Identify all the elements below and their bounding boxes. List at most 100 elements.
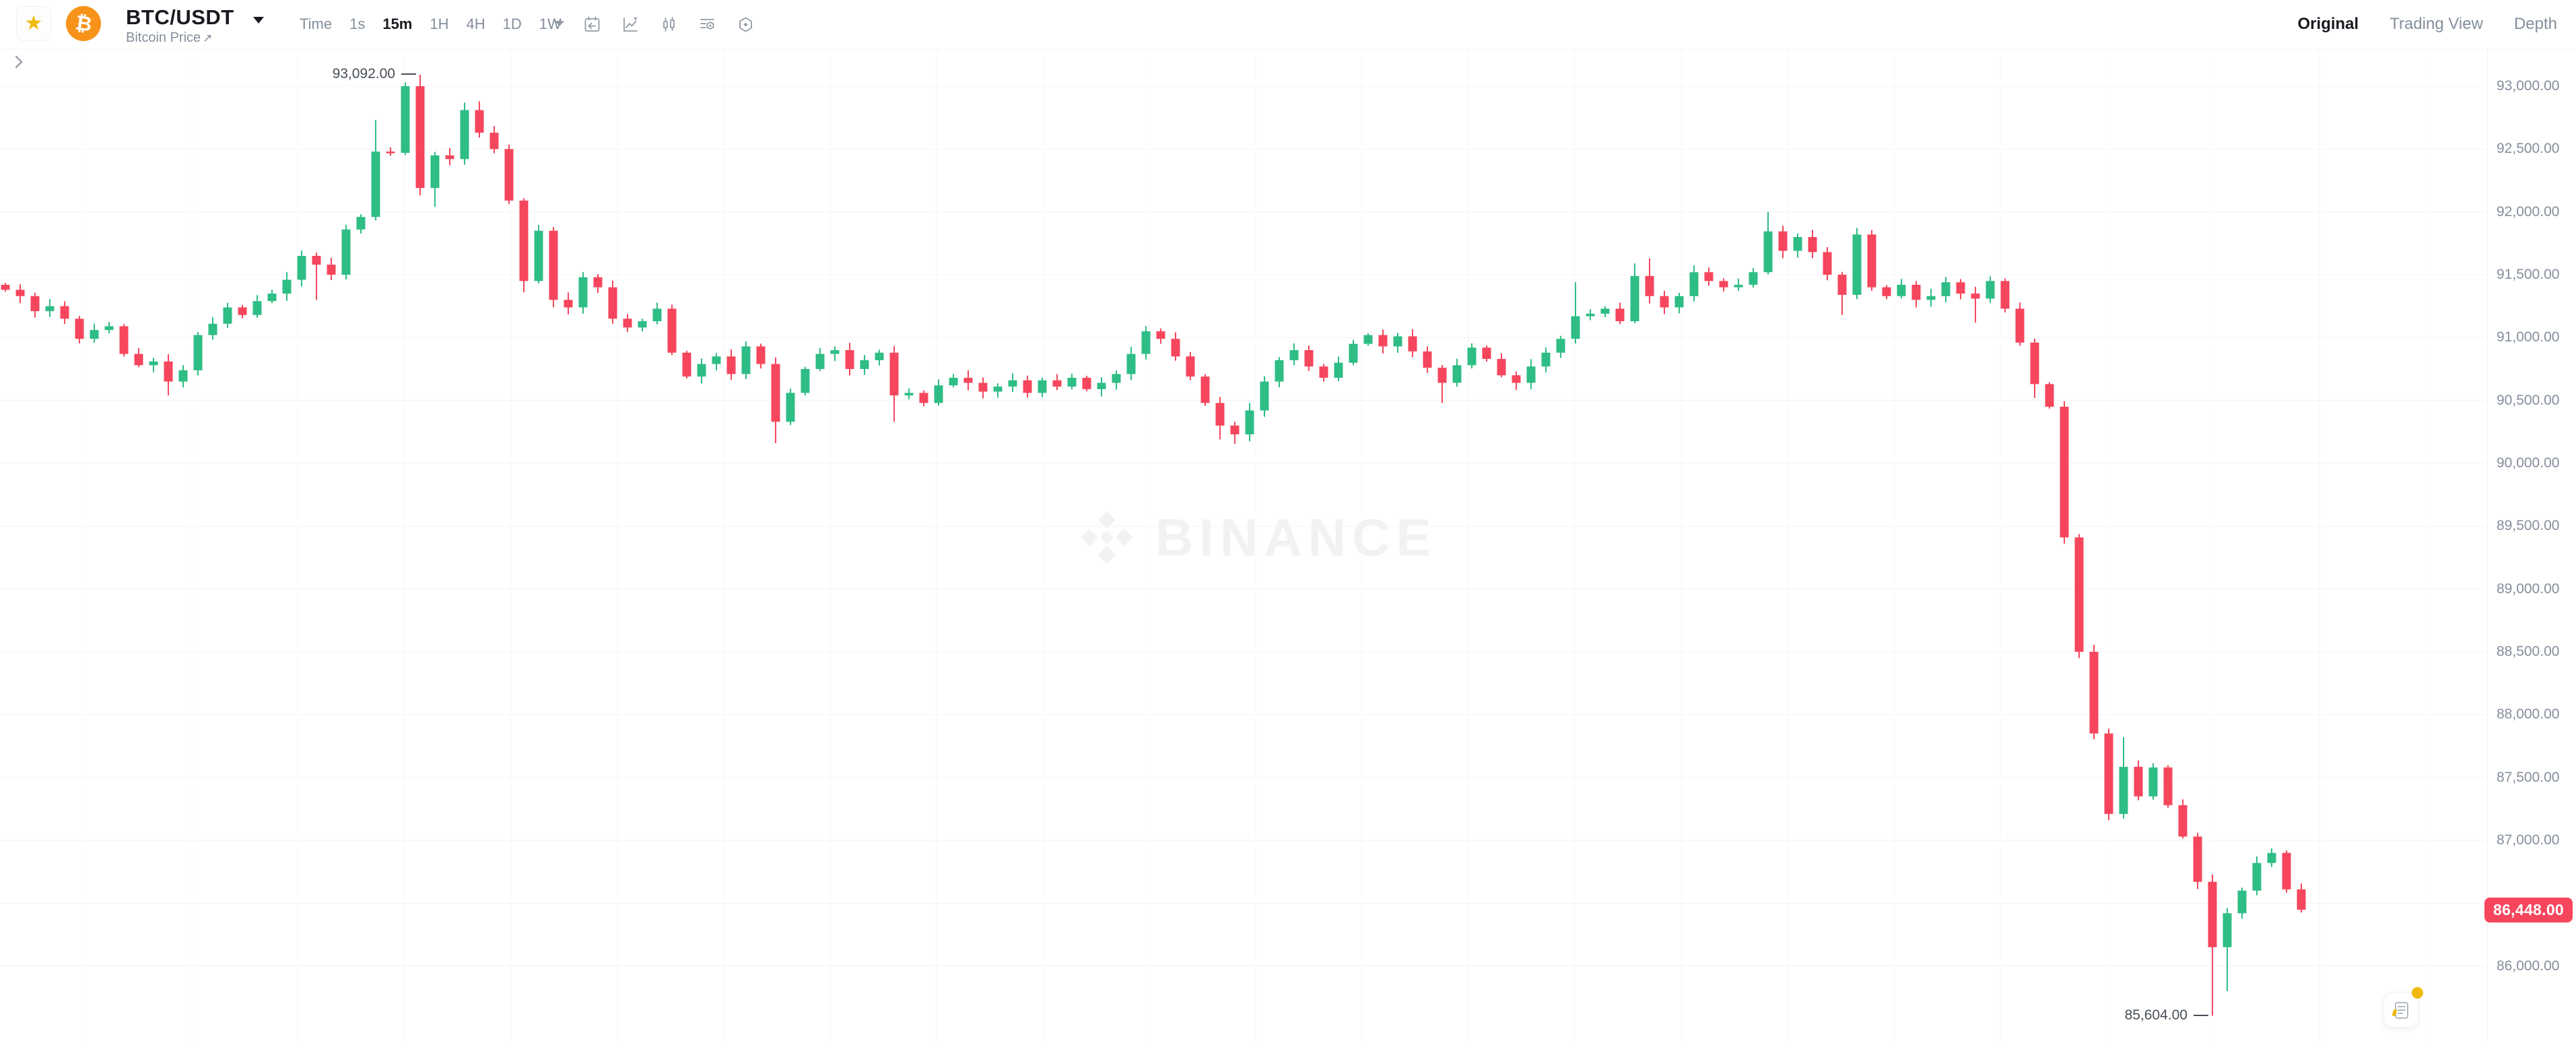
candle-body <box>2282 852 2291 889</box>
candle-body <box>1600 308 1610 314</box>
candle-body <box>460 110 469 160</box>
candle-body <box>1023 380 1032 393</box>
candle-body <box>1615 308 1625 322</box>
view-tab-trading-view[interactable]: Trading View <box>2389 15 2483 33</box>
price-axis-divider <box>2487 48 2488 1041</box>
candle-body <box>2060 406 2069 538</box>
candle-body <box>341 229 351 275</box>
view-tab-original[interactable]: Original <box>2297 15 2359 33</box>
candle-body <box>2223 913 2232 947</box>
axis-tick-label: 86,000.00 <box>2497 958 2560 974</box>
candle-body <box>1245 410 1254 435</box>
candle-settings-icon[interactable] <box>660 15 678 34</box>
news-feed-button[interactable] <box>2383 993 2418 1028</box>
timeframe-4h[interactable]: 4H <box>466 15 485 32</box>
high-label-dash <box>401 73 416 75</box>
candle-body <box>1408 336 1417 351</box>
candle-body <box>1497 359 1506 376</box>
candle-body <box>934 385 943 403</box>
candle-body <box>963 378 973 383</box>
candle-body <box>623 318 632 328</box>
timeframe-tabs: Time 1s 15m 1H 4H 1D 1W <box>300 0 562 48</box>
candlestick-chart <box>0 74 2486 1016</box>
candle-body <box>889 352 899 396</box>
candle-body <box>1704 272 1714 281</box>
candle-body <box>1260 381 1269 411</box>
candle-body <box>1008 380 1017 387</box>
candle-body <box>2015 308 2025 343</box>
axis-tick-label: 88,000.00 <box>2497 706 2560 723</box>
candle-body <box>267 293 277 302</box>
candle-body <box>1719 281 1728 288</box>
candle-body <box>1112 374 1121 383</box>
candle-body <box>2119 766 2128 814</box>
candle-body <box>1230 425 1240 435</box>
axis-tick-label: 92,500.00 <box>2497 141 2560 157</box>
candle-body <box>1171 339 1180 357</box>
subtitle-text: Bitcoin Price <box>126 30 201 45</box>
candle-body <box>786 393 795 422</box>
timeframe-1s[interactable]: 1s <box>349 15 366 32</box>
candle-body <box>1 284 10 290</box>
candle-body <box>371 152 380 217</box>
low-price-text: 85,604.00 <box>2124 1007 2188 1023</box>
calendar-icon[interactable] <box>583 15 601 34</box>
timeframe-1h[interactable]: 1H <box>430 15 449 32</box>
candle-body <box>2045 384 2054 407</box>
badge-icon[interactable] <box>737 15 755 34</box>
indicators-icon[interactable] <box>698 15 716 34</box>
candle-body <box>2104 733 2113 814</box>
candle-body <box>697 364 706 377</box>
timeframe-1d[interactable]: 1D <box>502 15 522 32</box>
candle-body <box>682 352 691 377</box>
candle-body <box>771 364 780 422</box>
candle-body <box>312 255 321 265</box>
candle-body <box>401 86 410 153</box>
candle-body <box>815 354 825 369</box>
view-tab-depth[interactable]: Depth <box>2513 15 2557 33</box>
candle-body <box>1067 378 1077 387</box>
chart-style-icon[interactable] <box>621 15 640 34</box>
candle-body <box>2267 852 2276 863</box>
axis-tick-label: 87,500.00 <box>2497 769 2560 785</box>
candle-body <box>667 308 677 353</box>
candle-body <box>1526 366 1536 383</box>
candle-body <box>223 307 232 324</box>
candle-body <box>1986 281 1995 299</box>
candle-body <box>1038 380 1047 393</box>
candle-body <box>2193 836 2202 882</box>
candle-body <box>1393 336 1402 347</box>
candle-body <box>208 323 217 335</box>
candle-body <box>1674 296 1684 308</box>
timeframe-15m[interactable]: 15m <box>382 15 413 32</box>
candle-body <box>489 133 499 149</box>
candle-body <box>297 255 306 280</box>
timeframe-time[interactable]: Time <box>300 15 333 32</box>
binance-logo-watermark-icon <box>1081 511 1133 564</box>
low-label-dash <box>2194 1014 2208 1016</box>
symbol-dropdown-caret-icon[interactable] <box>253 17 264 24</box>
candle-body <box>2030 342 2039 384</box>
axis-tick-label: 93,000.00 <box>2497 78 2560 94</box>
candle-body <box>564 300 573 308</box>
timeframe-more-caret-icon[interactable] <box>555 21 564 26</box>
candle-body <box>1215 403 1225 426</box>
candle-body <box>1200 376 1210 403</box>
symbol-subtitle-link[interactable]: Bitcoin Price ↗ <box>126 30 212 46</box>
symbol-title[interactable]: BTC/USDT <box>126 5 234 29</box>
candle-body <box>652 308 662 322</box>
high-price-annotation: 93,092.00 <box>241 66 416 82</box>
candle-body <box>1911 284 1921 300</box>
candle-body <box>475 110 484 133</box>
candle-body <box>15 290 25 296</box>
candle-body <box>1941 282 1951 296</box>
favorite-button[interactable]: ★ <box>16 6 51 41</box>
candle-body <box>2178 805 2188 837</box>
candle-body <box>830 349 840 354</box>
collapse-panel-button[interactable] <box>11 54 27 70</box>
candle-body <box>712 356 721 364</box>
chart-header: ★ ₿ BTC/USDT Bitcoin Price ↗ Time 1s 15m 1H 4… <box>0 0 2576 49</box>
candle-body <box>1541 352 1551 367</box>
